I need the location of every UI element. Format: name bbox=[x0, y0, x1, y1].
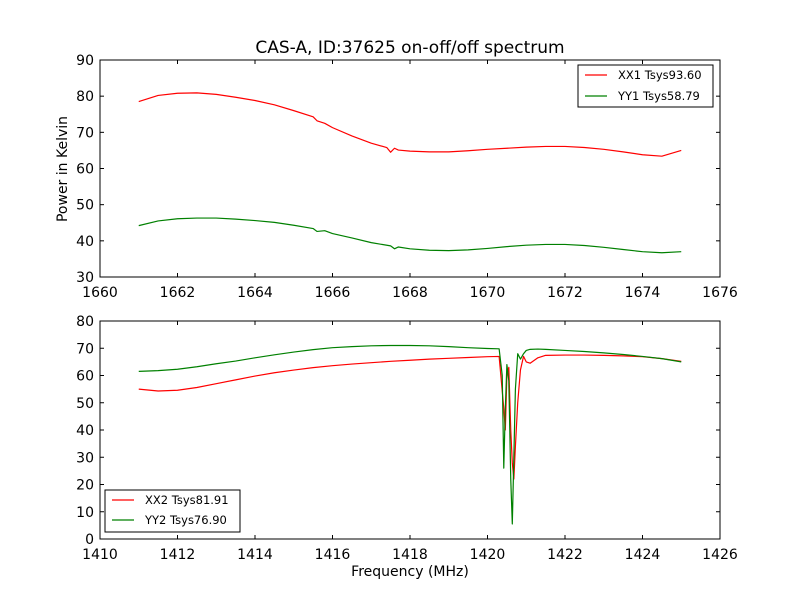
top-x-tick-label: 1672 bbox=[547, 285, 583, 301]
bottom-legend-box bbox=[104, 489, 241, 533]
top-y-tick-label: 50 bbox=[76, 198, 94, 214]
top-x-tick-label: 1668 bbox=[392, 285, 428, 301]
top-y-tick-label: 40 bbox=[76, 234, 94, 250]
top-x-tick-label: 1676 bbox=[702, 285, 738, 301]
top-legend: XX1 Tsys93.60 YY1 Tsys58.79 bbox=[577, 64, 714, 108]
top-legend-box bbox=[577, 64, 714, 108]
top-y-axis-label: Power in Kelvin bbox=[55, 116, 71, 222]
top-x-tick-label: 1674 bbox=[625, 285, 661, 301]
bottom-y-tick-label: 40 bbox=[76, 423, 94, 439]
top-x-tick-label: 1664 bbox=[237, 285, 273, 301]
bottom-x-axis-ticks: 1410 1412 1414 1416 1418 1420 1422 1424 1426 bbox=[82, 321, 738, 563]
top-x-tick-label: 1670 bbox=[470, 285, 506, 301]
bottom-x-tick-label: 1418 bbox=[392, 547, 428, 563]
bottom-panel: Frequency (MHz) 1410 1412 1414 1416 1418 1420… bbox=[76, 314, 738, 580]
bottom-x-tick-label: 1422 bbox=[547, 547, 583, 563]
bottom-x-tick-label: 1420 bbox=[470, 547, 506, 563]
bottom-series-line-yy bbox=[138, 344, 682, 525]
bottom-y-tick-label: 60 bbox=[76, 369, 94, 385]
bottom-y-tick-label: 30 bbox=[76, 450, 94, 466]
top-y-tick-label: 60 bbox=[76, 162, 94, 178]
top-legend-label-yy1: YY1 Tsys58.79 bbox=[617, 89, 700, 103]
bottom-legend-label-yy2: YY2 Tsys76.90 bbox=[144, 513, 227, 527]
top-plot-area-frame bbox=[99, 59, 721, 278]
bottom-x-tick-label: 1426 bbox=[702, 547, 738, 563]
bottom-x-tick-label: 1410 bbox=[82, 547, 118, 563]
bottom-x-axis-label: Frequency (MHz) bbox=[351, 564, 469, 580]
top-x-tick-label: 1660 bbox=[82, 285, 118, 301]
bottom-x-tick-label: 1416 bbox=[315, 547, 351, 563]
top-legend-label-xx1: XX1 Tsys93.60 bbox=[618, 68, 702, 82]
bottom-y-tick-label: 80 bbox=[76, 314, 94, 330]
top-y-tick-label: 90 bbox=[76, 53, 94, 69]
top-x-tick-label: 1662 bbox=[160, 285, 196, 301]
bottom-x-tick-label: 1414 bbox=[237, 547, 273, 563]
top-y-tick-label: 30 bbox=[76, 270, 94, 286]
bottom-y-tick-label: 50 bbox=[76, 396, 94, 412]
bottom-x-tick-label: 1424 bbox=[625, 547, 661, 563]
top-panel: CAS-A, ID:37625 on-off/off spectrum Powe… bbox=[55, 38, 738, 301]
bottom-y-axis-ticks: 0 10 20 30 40 50 60 70 80 bbox=[76, 314, 720, 548]
top-y-axis-ticks: 30 40 50 60 70 80 90 bbox=[76, 53, 720, 286]
bottom-y-tick-label: 10 bbox=[76, 505, 94, 521]
bottom-legend: XX2 Tsys81.91 YY2 Tsys76.90 bbox=[104, 489, 241, 533]
top-series-line-yy bbox=[138, 217, 682, 254]
bottom-legend-label-xx2: XX2 Tsys81.91 bbox=[145, 493, 229, 507]
top-plot-area-series bbox=[138, 92, 682, 254]
top-chart-title: CAS-A, ID:37625 on-off/off spectrum bbox=[255, 38, 564, 58]
top-y-tick-label: 70 bbox=[76, 125, 94, 141]
bottom-y-tick-label: 0 bbox=[85, 532, 94, 548]
bottom-plot-area-series bbox=[138, 344, 682, 525]
bottom-plot-area-frame bbox=[99, 320, 721, 540]
bottom-y-tick-label: 20 bbox=[76, 478, 94, 494]
bottom-x-tick-label: 1412 bbox=[160, 547, 196, 563]
top-y-tick-label: 80 bbox=[76, 89, 94, 105]
top-x-tick-label: 1666 bbox=[315, 285, 351, 301]
bottom-y-tick-label: 70 bbox=[76, 341, 94, 357]
top-x-axis-ticks: 1660 1662 1664 1666 1668 1670 1672 1674 1676 bbox=[82, 60, 738, 301]
top-series-line-xx bbox=[138, 92, 682, 157]
